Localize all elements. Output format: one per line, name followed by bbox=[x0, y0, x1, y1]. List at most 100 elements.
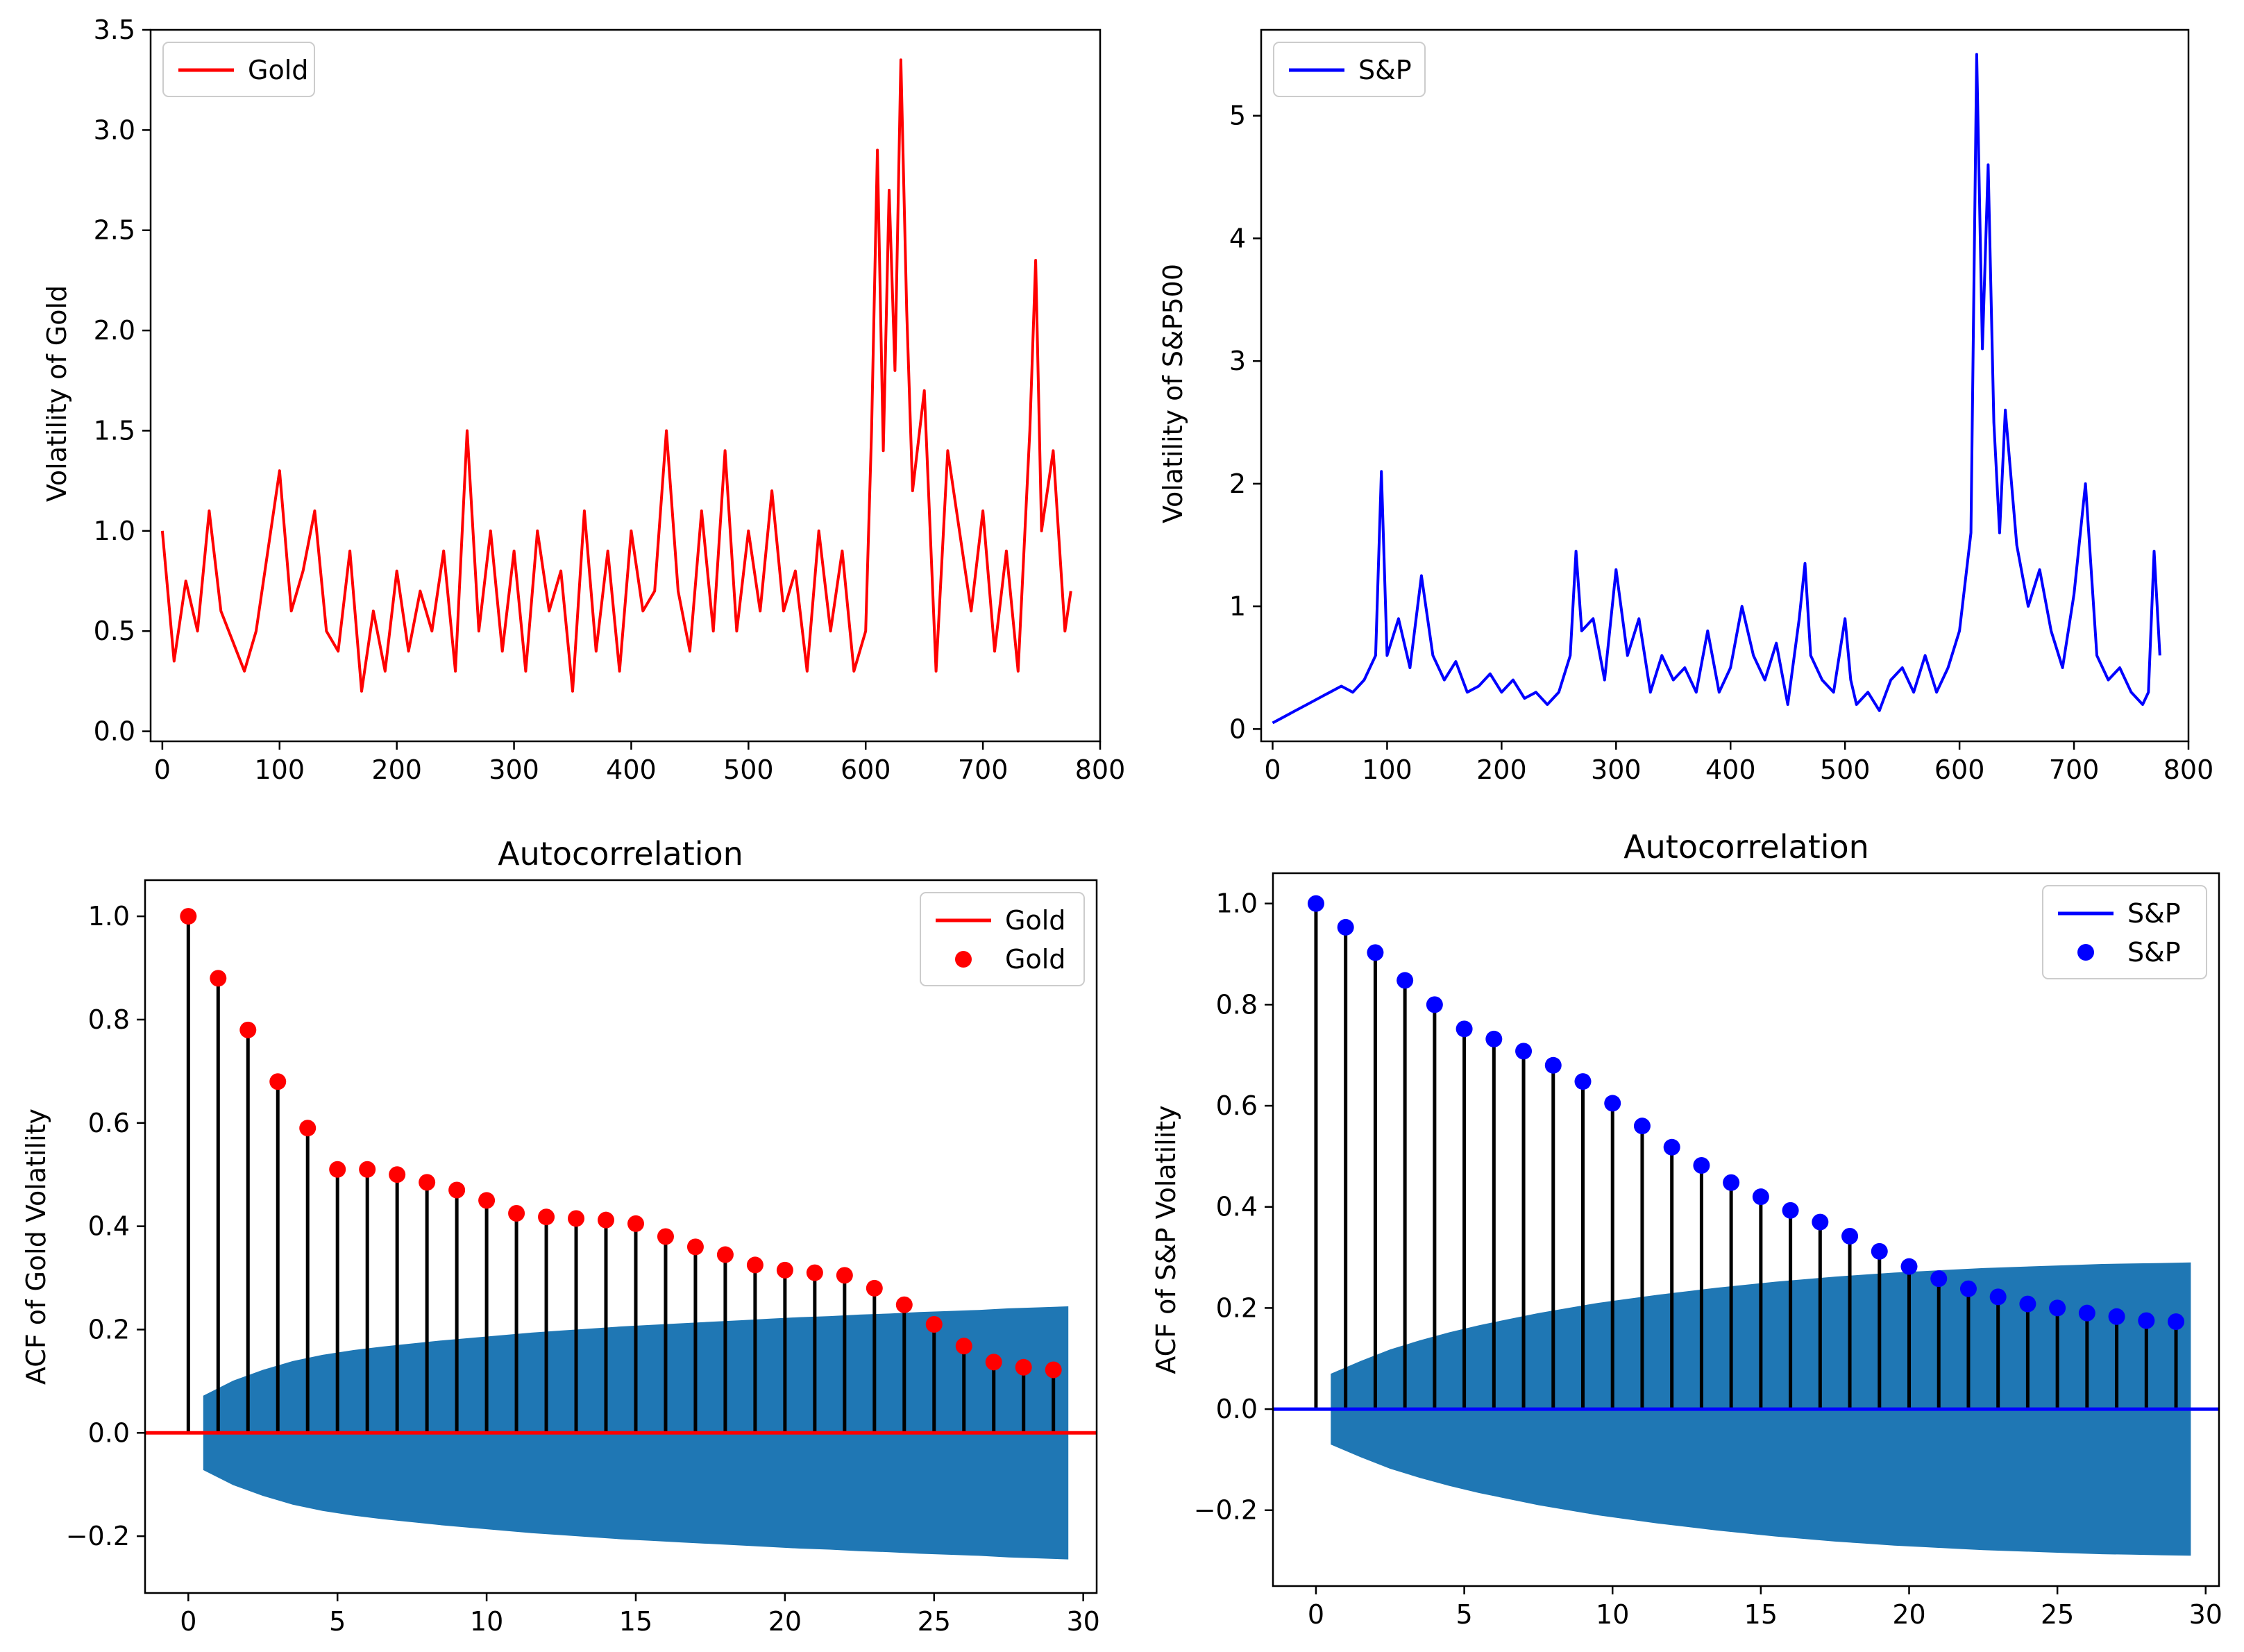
sp-vol-xtick-label: 0 bbox=[1264, 755, 1281, 785]
sp-acf-xtick-label: 20 bbox=[1892, 1599, 1925, 1630]
sp-acf-marker bbox=[1485, 1030, 1503, 1047]
sp-acf-marker bbox=[1604, 1095, 1621, 1112]
gold-vol-xtick-label: 100 bbox=[255, 755, 305, 785]
gold-vol-ytick-label: 3.5 bbox=[94, 15, 135, 45]
sp-acf-ytick-label: 0.4 bbox=[1216, 1192, 1258, 1222]
sp-vol-xtick-label: 100 bbox=[1362, 755, 1412, 785]
sp-acf-title: Autocorrelation bbox=[1623, 828, 1869, 866]
gold-vol-xtick-label: 500 bbox=[723, 755, 774, 785]
gold-vol-xtick-label: 300 bbox=[489, 755, 539, 785]
sp-acf-legend-label: S&P bbox=[2127, 898, 2181, 929]
sp-vol-ytick-label: 4 bbox=[1229, 223, 1246, 253]
gold-acf-marker bbox=[686, 1238, 704, 1256]
gold-volatility-ylabel: Volatility of Gold bbox=[42, 285, 72, 502]
gold-acf-ytick-label: 0.4 bbox=[88, 1211, 130, 1242]
gold-acf-marker bbox=[180, 908, 197, 925]
sp-vol-xtick-label: 800 bbox=[2163, 755, 2214, 785]
sp-vol-ytick-label: 1 bbox=[1229, 591, 1246, 622]
sp-acf-ytick-label: 0.6 bbox=[1216, 1090, 1258, 1121]
gold-acf-marker bbox=[746, 1256, 764, 1274]
sp-acf-marker bbox=[1515, 1043, 1533, 1060]
sp-vol-ytick-label: 3 bbox=[1229, 346, 1246, 376]
gold-acf-marker bbox=[359, 1161, 376, 1178]
gold-vol-ytick-label: 2.5 bbox=[94, 215, 135, 246]
sp-acf-xtick-label: 25 bbox=[2041, 1599, 2074, 1630]
gold-vol-xtick-label: 400 bbox=[606, 755, 657, 785]
sp-acf-xtick-label: 30 bbox=[2189, 1599, 2222, 1630]
gold-acf-xtick-label: 15 bbox=[619, 1606, 652, 1637]
gold-acf-legend: Gold Gold bbox=[920, 892, 1085, 986]
gold-vol-plot-area bbox=[160, 58, 1072, 693]
gold-acf-axes-frame bbox=[144, 879, 1098, 1594]
sp-acf-axes-frame bbox=[1272, 872, 2220, 1587]
sp-acf-marker bbox=[1397, 972, 1414, 989]
sp-acf-legend-box bbox=[2042, 885, 2207, 979]
sp-acf-marker bbox=[1989, 1288, 2007, 1306]
sp-vol-legend: S&P bbox=[1273, 42, 1426, 97]
gold-vol-legend-label: Gold bbox=[248, 55, 308, 85]
gold-acf-marker bbox=[508, 1205, 525, 1222]
sp-acf-legend-label: S&P bbox=[2127, 937, 2181, 968]
gold-vol-xtick-label: 700 bbox=[958, 755, 1009, 785]
gold-vol-xtick-label: 200 bbox=[371, 755, 422, 785]
sp-acf-ylabel: ACF of S&P Volatility bbox=[1151, 1105, 1181, 1374]
sp-vol-legend-label: S&P bbox=[1358, 55, 1412, 85]
sp-vol-series-line bbox=[1272, 53, 2161, 725]
sp-acf-marker bbox=[2168, 1313, 2185, 1331]
sp-acf-marker bbox=[1900, 1258, 1918, 1275]
gold-acf-ytick-label: 0.2 bbox=[88, 1314, 130, 1345]
sp-acf-xtick-label: 5 bbox=[1456, 1599, 1472, 1630]
sp-acf-ytick-label: 0.0 bbox=[1216, 1394, 1258, 1424]
gold-vol-xtick-label: 0 bbox=[154, 755, 171, 785]
sp-acf-chart: Autocorrelation ACF of S&P Volatility 0 5… bbox=[1151, 828, 2222, 1630]
sp-acf-marker bbox=[1841, 1227, 1859, 1245]
gold-acf-ytick-label: −0.2 bbox=[66, 1521, 130, 1551]
gold-acf-marker bbox=[598, 1211, 615, 1229]
sp-acf-marker bbox=[2138, 1312, 2155, 1329]
sp-acf-xtick-label: 0 bbox=[1308, 1599, 1324, 1630]
sp-acf-ytick-label: 0.2 bbox=[1216, 1292, 1258, 1323]
sp-vol-xtick-label: 400 bbox=[1705, 755, 1756, 785]
gold-acf-marker bbox=[389, 1166, 406, 1183]
sp-acf-xtick-label: 15 bbox=[1744, 1599, 1778, 1630]
sp-acf-marker bbox=[1959, 1280, 1977, 1297]
gold-acf-ylabel: ACF of Gold Volatility bbox=[21, 1109, 51, 1385]
gold-acf-marker bbox=[627, 1215, 644, 1232]
gold-acf-marker bbox=[538, 1208, 555, 1226]
sp-vol-xtick-label: 200 bbox=[1476, 755, 1527, 785]
sp-acf-plot-area bbox=[1273, 895, 2219, 1556]
gold-acf-marker bbox=[478, 1192, 496, 1209]
sp-vol-xtick-label: 300 bbox=[1591, 755, 1642, 785]
sp-acf-marker bbox=[2019, 1295, 2036, 1313]
sp-acf-marker bbox=[1782, 1202, 1799, 1219]
sp-volatility-chart: Volatility of S&P500 0 100 200 300 400 500 600… bbox=[1158, 28, 2214, 785]
gold-acf-marker bbox=[985, 1354, 1002, 1371]
sp-vol-xtick-label: 700 bbox=[2049, 755, 2100, 785]
gold-vol-ytick-label: 2.0 bbox=[94, 315, 135, 346]
sp-acf-ytick-label: 1.0 bbox=[1216, 888, 1258, 919]
gold-acf-marker bbox=[657, 1228, 674, 1245]
sp-acf-marker bbox=[2108, 1308, 2125, 1325]
sp-acf-marker bbox=[1723, 1174, 1740, 1191]
gold-acf-marker bbox=[448, 1181, 466, 1199]
gold-acf-xtick-label: 5 bbox=[329, 1606, 346, 1637]
gold-acf-marker bbox=[1015, 1358, 1032, 1376]
gold-vol-legend-box bbox=[162, 42, 315, 97]
gold-acf-marker bbox=[955, 1338, 972, 1355]
sp-acf-marker bbox=[1337, 918, 1354, 936]
gold-acf-marker bbox=[776, 1261, 793, 1279]
sp-vol-ytick-label: 0 bbox=[1229, 714, 1246, 744]
sp-acf-ytick-label: 0.8 bbox=[1216, 989, 1258, 1020]
gold-acf-marker bbox=[866, 1279, 883, 1297]
sp-acf-ytick-label: −0.2 bbox=[1194, 1495, 1258, 1526]
gold-acf-marker bbox=[329, 1161, 346, 1178]
gold-vol-series-line bbox=[160, 58, 1072, 693]
gold-acf-marker bbox=[239, 1021, 257, 1038]
sp-acf-marker bbox=[1426, 996, 1443, 1013]
gold-acf-marker bbox=[716, 1246, 734, 1263]
gold-acf-xtick-label: 0 bbox=[180, 1606, 196, 1637]
sp-vol-axes-frame bbox=[1260, 28, 2190, 743]
gold-acf-ytick-label: 1.0 bbox=[88, 901, 130, 932]
gold-acf-ytick-label: 0.0 bbox=[88, 1417, 130, 1448]
